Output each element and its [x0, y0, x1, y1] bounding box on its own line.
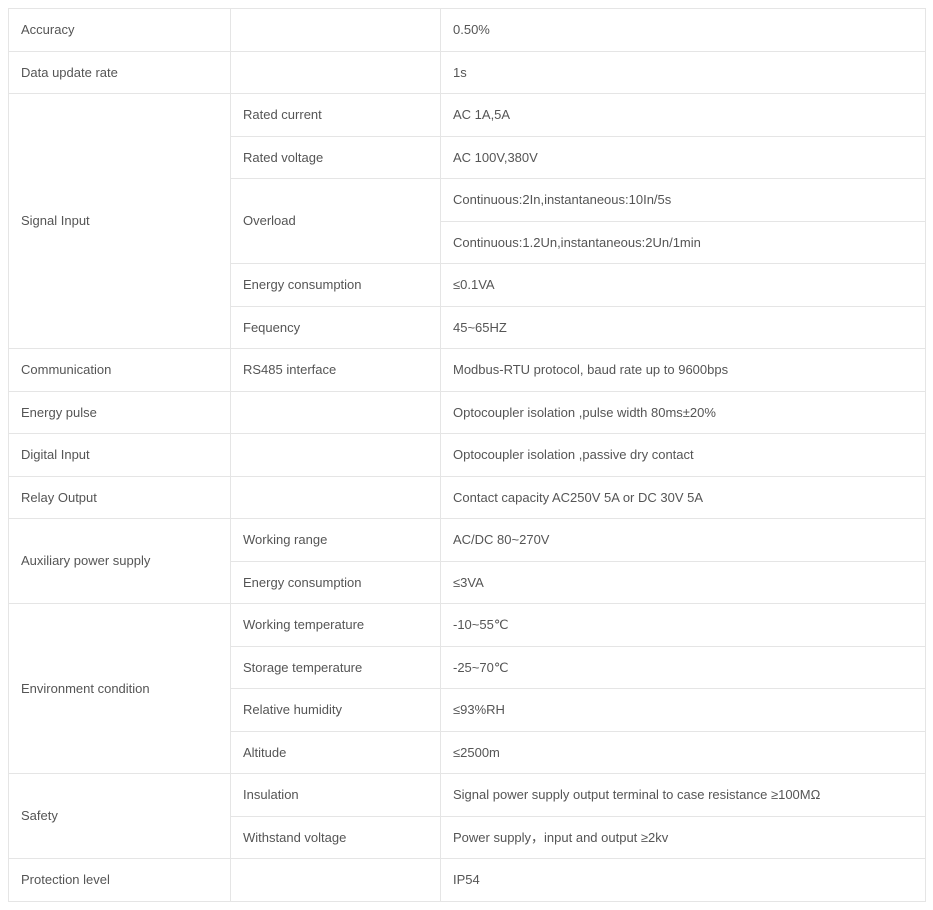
spec-value-cell: Modbus-RTU protocol, baud rate up to 960…	[441, 349, 926, 392]
spec-param-cell	[231, 391, 441, 434]
spec-category-cell: Energy pulse	[9, 391, 231, 434]
spec-value-cell: ≤2500m	[441, 731, 926, 774]
spec-param-cell	[231, 476, 441, 519]
spec-value-cell: AC 1A,5A	[441, 94, 926, 137]
spec-param-cell: RS485 interface	[231, 349, 441, 392]
spec-value-cell: AC/DC 80~270V	[441, 519, 926, 562]
spec-value-cell: IP54	[441, 859, 926, 902]
spec-param-cell	[231, 434, 441, 477]
spec-category-cell: Communication	[9, 349, 231, 392]
spec-value-cell: Continuous:1.2Un,instantaneous:2Un/1min	[441, 221, 926, 264]
spec-param-cell: Relative humidity	[231, 689, 441, 732]
table-row: Data update rate 1s	[9, 51, 926, 94]
spec-value-cell: ≤0.1VA	[441, 264, 926, 307]
table-row: CommunicationRS485 interfaceModbus-RTU p…	[9, 349, 926, 392]
spec-category-cell: Signal Input	[9, 94, 231, 349]
spec-value-cell: Optocoupler isolation ,passive dry conta…	[441, 434, 926, 477]
spec-value-cell: ≤3VA	[441, 561, 926, 604]
spec-param-cell: Working range	[231, 519, 441, 562]
spec-category-cell: Safety	[9, 774, 231, 859]
spec-value-cell: Contact capacity AC250V 5A or DC 30V 5A	[441, 476, 926, 519]
spec-param-cell: Rated voltage	[231, 136, 441, 179]
spec-value-cell: Continuous:2In,instantaneous:10In/5s	[441, 179, 926, 222]
spec-value-cell: Power supply，input and output ≥2kv	[441, 816, 926, 859]
spec-param-cell: Storage temperature	[231, 646, 441, 689]
spec-category-cell: Digital Input	[9, 434, 231, 477]
spec-param-cell: Working temperature	[231, 604, 441, 647]
spec-param-cell: Energy consumption	[231, 561, 441, 604]
table-row: Relay Output Contact capacity AC250V 5A o…	[9, 476, 926, 519]
spec-category-cell: Data update rate	[9, 51, 231, 94]
spec-value-cell: 1s	[441, 51, 926, 94]
spec-param-cell: Altitude	[231, 731, 441, 774]
spec-category-cell: Protection level	[9, 859, 231, 902]
spec-param-cell: Overload	[231, 179, 441, 264]
table-row: Accuracy 0.50%	[9, 9, 926, 52]
spec-value-cell: Optocoupler isolation ,pulse width 80ms±…	[441, 391, 926, 434]
spec-param-cell: Withstand voltage	[231, 816, 441, 859]
spec-value-cell: Signal power supply output terminal to c…	[441, 774, 926, 817]
spec-value-cell: ≤93%RH	[441, 689, 926, 732]
table-row: Energy pulse Optocoupler isolation ,pulse…	[9, 391, 926, 434]
spec-value-cell: 45~65HZ	[441, 306, 926, 349]
spec-param-cell: Insulation	[231, 774, 441, 817]
spec-param-cell: Energy consumption	[231, 264, 441, 307]
table-row: Signal InputRated currentAC 1A,5A	[9, 94, 926, 137]
spec-category-cell: Environment condition	[9, 604, 231, 774]
spec-param-cell: Rated current	[231, 94, 441, 137]
spec-param-cell	[231, 9, 441, 52]
table-row: Auxiliary power supplyWorking rangeAC/DC…	[9, 519, 926, 562]
spec-value-cell: -25~70℃	[441, 646, 926, 689]
spec-table: Accuracy0.50%Data update rate1sSignal In…	[8, 8, 926, 902]
spec-category-cell: Relay Output	[9, 476, 231, 519]
spec-category-cell: Auxiliary power supply	[9, 519, 231, 604]
table-row: Environment conditionWorking temperature…	[9, 604, 926, 647]
spec-category-cell: Accuracy	[9, 9, 231, 52]
spec-param-cell	[231, 859, 441, 902]
spec-table-body: Accuracy0.50%Data update rate1sSignal In…	[9, 9, 926, 902]
spec-param-cell: Fequency	[231, 306, 441, 349]
spec-value-cell: 0.50%	[441, 9, 926, 52]
table-row: Digital Input Optocoupler isolation ,pass…	[9, 434, 926, 477]
table-row: Protection level IP54	[9, 859, 926, 902]
spec-value-cell: AC 100V,380V	[441, 136, 926, 179]
spec-param-cell	[231, 51, 441, 94]
table-row: SafetyInsulationSignal power supply outp…	[9, 774, 926, 817]
spec-value-cell: -10~55℃	[441, 604, 926, 647]
